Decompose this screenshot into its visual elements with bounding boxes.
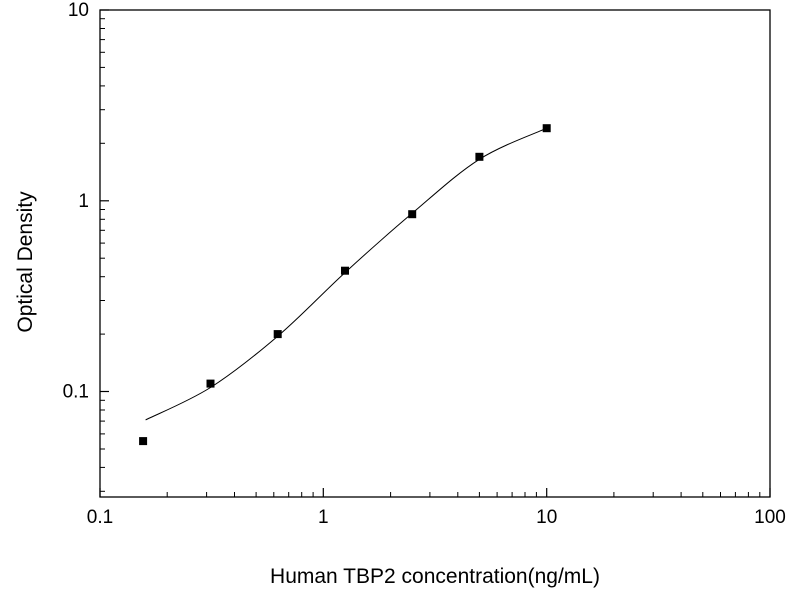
x-tick-label: 10	[536, 507, 557, 528]
x-tick-label: 1	[318, 507, 329, 528]
data-point	[341, 266, 349, 275]
data-point	[206, 379, 215, 388]
data-point	[139, 437, 148, 446]
y-tick-label: 10	[68, 0, 89, 21]
data-point	[542, 124, 551, 133]
x-tick-label: 100	[754, 507, 786, 528]
data-point	[475, 152, 484, 161]
y-tick-label: 1	[78, 191, 89, 212]
plot-frame	[99, 9, 771, 498]
data-point	[273, 330, 282, 339]
y-tick-label: 0.1	[63, 382, 89, 403]
data-point	[408, 210, 417, 219]
x-tick-label: 0.1	[87, 507, 113, 528]
